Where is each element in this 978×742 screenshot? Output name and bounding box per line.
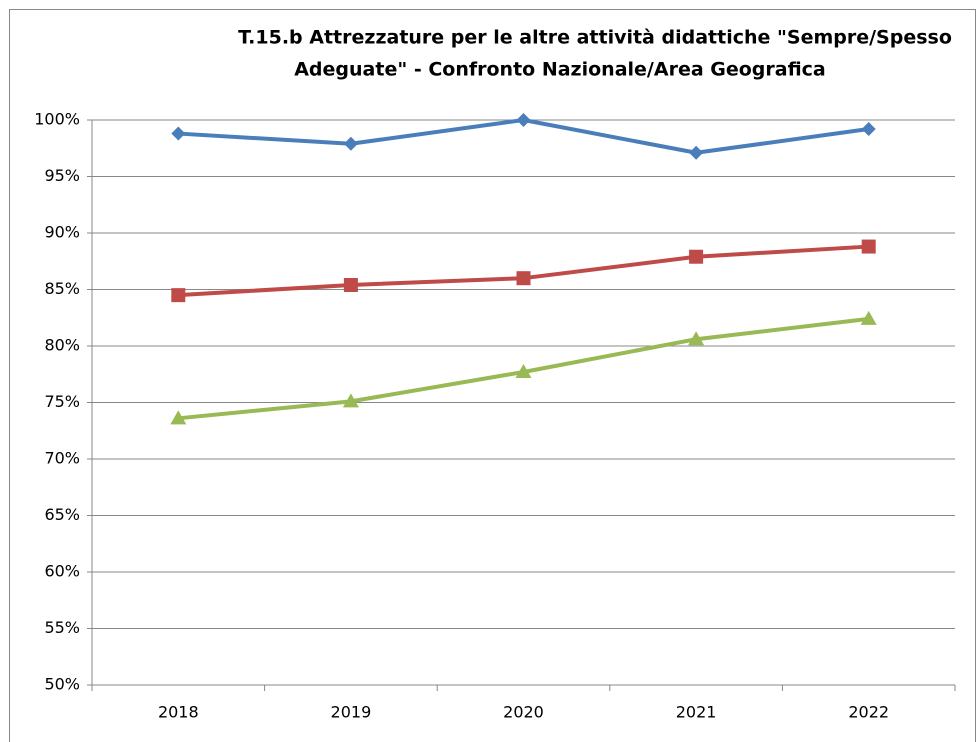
marker — [689, 249, 704, 264]
marker — [343, 136, 358, 151]
y-tick-label: 70% — [44, 449, 80, 468]
y-tick-label: 65% — [44, 505, 80, 524]
x-tick-label: 2021 — [676, 703, 717, 722]
x-tick-label: 2019 — [331, 703, 372, 722]
marker — [342, 393, 359, 408]
marker — [171, 288, 186, 303]
y-tick-label: 95% — [44, 166, 80, 185]
x-tick-label: 2022 — [848, 703, 889, 722]
y-tick-label: 90% — [44, 223, 80, 242]
y-tick-label: 60% — [44, 562, 80, 581]
marker — [171, 126, 186, 141]
marker — [516, 271, 531, 286]
marker — [516, 113, 531, 127]
y-tick-label: 75% — [44, 392, 80, 411]
x-tick-label: 2020 — [503, 703, 544, 722]
y-tick-label: 55% — [44, 618, 80, 637]
x-tick-label: 2018 — [158, 703, 199, 722]
marker — [343, 277, 358, 292]
y-tick-label: 100% — [34, 110, 80, 129]
chart-title: Adeguate" - Confronto Nazionale/Area Geo… — [294, 59, 826, 81]
y-tick-label: 50% — [44, 675, 80, 694]
marker — [515, 363, 532, 378]
marker — [861, 239, 876, 254]
y-tick-label: 85% — [44, 279, 80, 298]
chart-title: T.15.b Attrezzature per le altre attivit… — [238, 27, 952, 49]
marker — [861, 122, 876, 137]
marker — [688, 331, 705, 346]
marker — [170, 410, 187, 425]
marker — [689, 145, 704, 160]
marker — [860, 310, 877, 325]
y-tick-label: 80% — [44, 336, 80, 355]
